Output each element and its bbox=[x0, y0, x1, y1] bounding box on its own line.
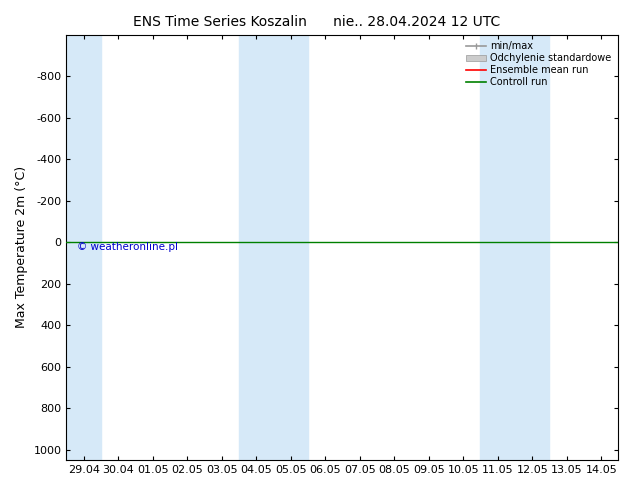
Text: © weatheronline.pl: © weatheronline.pl bbox=[77, 243, 178, 252]
Bar bbox=[239, 35, 273, 460]
Text: ENS Time Series Koszalin      nie.. 28.04.2024 12 UTC: ENS Time Series Koszalin nie.. 28.04.202… bbox=[133, 15, 501, 29]
Bar bbox=[67, 35, 101, 460]
Bar bbox=[273, 35, 308, 460]
Y-axis label: Max Temperature 2m (°C): Max Temperature 2m (°C) bbox=[15, 166, 28, 328]
Legend: min/max, Odchylenie standardowe, Ensemble mean run, Controll run: min/max, Odchylenie standardowe, Ensembl… bbox=[464, 40, 614, 89]
Bar bbox=[515, 35, 550, 460]
Bar bbox=[481, 35, 515, 460]
